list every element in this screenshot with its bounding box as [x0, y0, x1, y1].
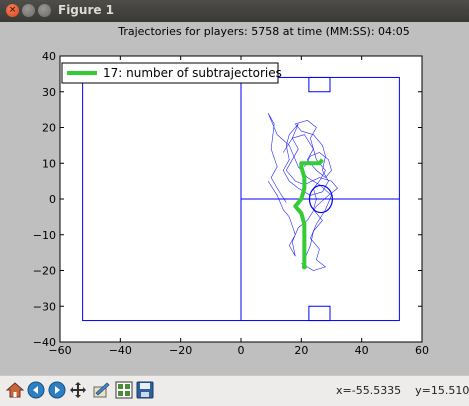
x-tick-label: −20 [169, 344, 192, 357]
y-tick-label: 40 [42, 50, 56, 63]
goal-box-1 [308, 305, 331, 322]
main-trajectory-start [301, 264, 307, 270]
y-tick-label: −10 [33, 229, 56, 242]
y-tick-label: −40 [33, 336, 56, 349]
forward-icon[interactable] [48, 381, 66, 399]
legend-box [61, 62, 279, 84]
home-icon[interactable] [6, 381, 24, 399]
back-icon[interactable] [27, 381, 45, 399]
save-icon[interactable] [136, 381, 154, 399]
x-tick-label: −60 [48, 344, 71, 357]
plot: Trajectories for players: 5758 at time (… [33, 25, 429, 357]
center-circle [308, 184, 334, 214]
cursor-coordinates: x=-55.5335 y=15.5102 [336, 384, 469, 397]
close-icon[interactable]: × [6, 4, 19, 17]
legend-label: 17: number of subtrajectories [103, 66, 282, 80]
window-titlebar: × Figure 1 [0, 0, 469, 23]
minimize-icon[interactable] [22, 4, 35, 17]
figure-canvas[interactable]: Trajectories for players: 5758 at time (… [0, 22, 469, 375]
x-tick-label: 20 [294, 344, 308, 357]
subtrajectory-1 [282, 120, 329, 260]
x-tick-label: 40 [355, 344, 369, 357]
x-tick-label: 60 [415, 344, 429, 357]
legend: 17: number of subtrajectories [61, 62, 282, 84]
y-tick-label: −20 [33, 265, 56, 278]
main-trajectory-line [293, 158, 324, 267]
maximize-icon[interactable] [38, 4, 51, 17]
x-tick-label: −40 [109, 344, 132, 357]
y-tick-label: 0 [49, 193, 56, 206]
window-title: Figure 1 [58, 3, 115, 17]
y-tick-label: 20 [42, 122, 56, 135]
toolbar: x=-55.5335 y=15.5102 [0, 375, 469, 406]
y-tick-label: 10 [42, 157, 56, 170]
y-tick-label: −30 [33, 300, 56, 313]
y-tick-label: 30 [42, 86, 56, 99]
subplots-icon[interactable] [115, 381, 133, 399]
goal-box-0 [308, 76, 331, 93]
zoom-icon[interactable] [92, 381, 110, 399]
main-trajectory [293, 158, 324, 270]
pan-icon[interactable] [69, 381, 87, 399]
chart-title: Trajectories for players: 5758 at time (… [117, 25, 410, 38]
x-tick-label: 0 [238, 344, 245, 357]
